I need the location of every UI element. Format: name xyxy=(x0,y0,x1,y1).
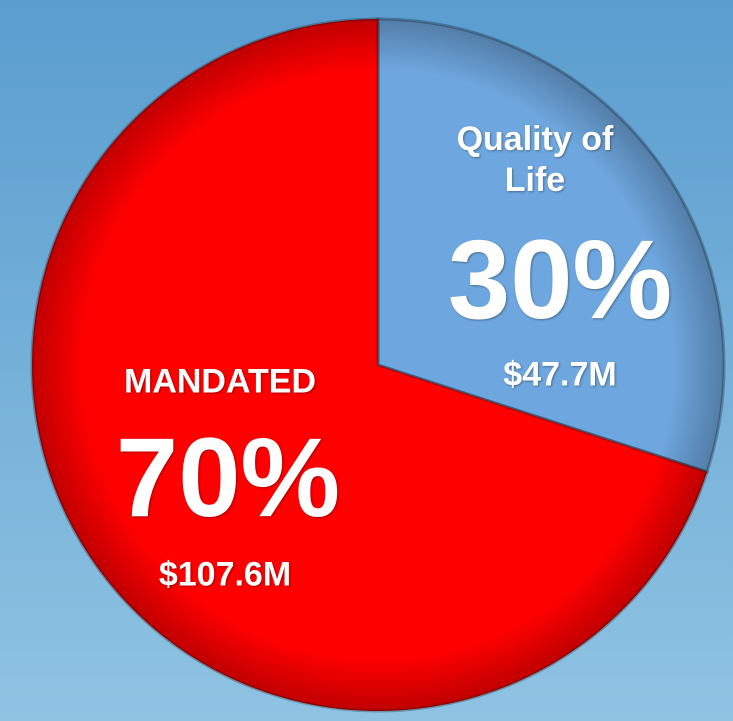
percent-label: 30% xyxy=(447,217,673,342)
amount-label: $107.6M xyxy=(158,555,292,594)
amount-label: $47.7M xyxy=(503,355,617,394)
category-label: Quality of Life xyxy=(456,120,614,199)
percent-label: 70% xyxy=(115,415,341,540)
category-label: MANDATED xyxy=(123,362,317,401)
